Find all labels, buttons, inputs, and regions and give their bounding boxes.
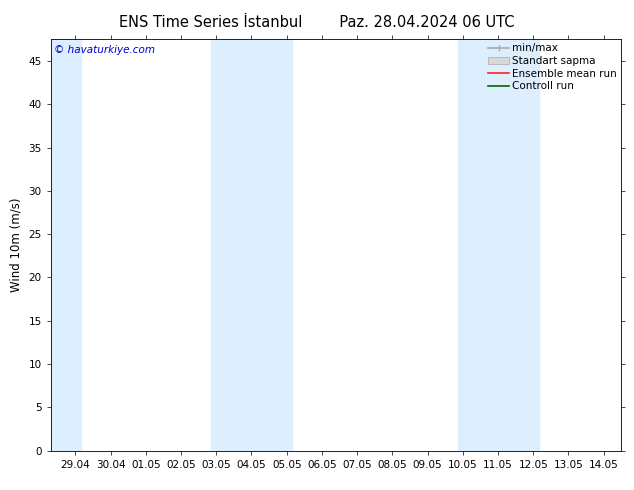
Legend: min/max, Standart sapma, Ensemble mean run, Controll run: min/max, Standart sapma, Ensemble mean r… — [486, 41, 619, 93]
Text: ENS Time Series İstanbul        Paz. 28.04.2024 06 UTC: ENS Time Series İstanbul Paz. 28.04.2024… — [119, 15, 515, 30]
Text: © havaturkiye.com: © havaturkiye.com — [53, 46, 155, 55]
Bar — [458, 39, 538, 451]
Bar — [211, 39, 292, 451]
Y-axis label: Wind 10m (m/s): Wind 10m (m/s) — [10, 198, 23, 292]
Bar — [51, 39, 81, 451]
